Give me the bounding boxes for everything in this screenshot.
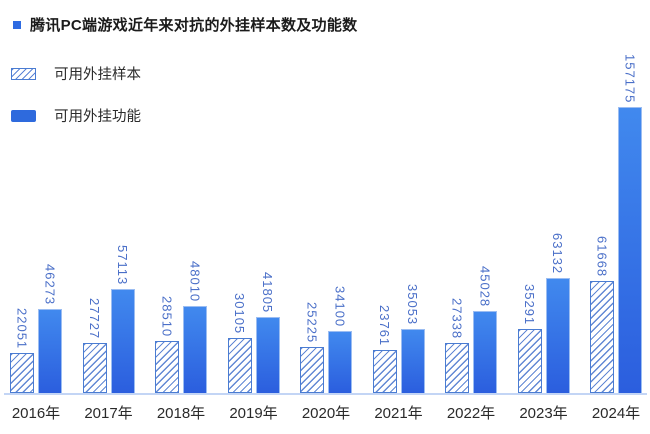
bar-hatched-2024: 61668 bbox=[590, 236, 614, 393]
bar-solid-2016: 46273 bbox=[38, 264, 62, 393]
value-label: 34100 bbox=[332, 285, 348, 327]
legend-item-samples: 可用外挂样本 bbox=[11, 63, 141, 84]
value-label: 63132 bbox=[550, 232, 565, 274]
legend-label-functions: 可用外挂功能 bbox=[54, 109, 141, 125]
value-label: 28510 bbox=[159, 295, 175, 337]
bar-hatched-2022: 27338 bbox=[445, 298, 469, 393]
x-axis-label: 2017年 bbox=[84, 405, 133, 422]
bar-solid-2021: 35053 bbox=[400, 284, 425, 393]
chart-title: 腾讯PC端游戏近年来对抗的外挂样本数及功能数 bbox=[30, 17, 358, 34]
bar-group-2023: 35291 63132 2023年 bbox=[517, 233, 570, 422]
bar-hatched-2020: 25225 bbox=[300, 302, 324, 393]
value-label: 41805 bbox=[260, 271, 275, 313]
bar-hatched-2018: 28510 bbox=[155, 296, 179, 393]
value-label: 27338 bbox=[449, 297, 465, 339]
value-label: 61668 bbox=[594, 235, 610, 277]
value-label: 48010 bbox=[187, 260, 203, 302]
bar-group-2016: 22051 46273 2016年 bbox=[10, 264, 62, 422]
bar-group-2019: 30105 41805 2019年 bbox=[227, 272, 280, 422]
bar-solid-2024: 157175 bbox=[618, 54, 642, 393]
bar-hatched-2023: 35291 bbox=[517, 284, 542, 393]
bar-solid-2018: 48010 bbox=[183, 261, 207, 393]
legend-item-functions: 可用外挂功能 bbox=[11, 105, 141, 126]
bar-group-2022: 27338 45028 2022年 bbox=[445, 266, 497, 422]
value-label: 35053 bbox=[405, 283, 420, 325]
x-axis-label: 2019年 bbox=[229, 405, 278, 422]
legend-swatch-hatched-icon bbox=[11, 67, 36, 80]
bar-hatched-2019: 30105 bbox=[227, 293, 252, 393]
value-label: 157175 bbox=[622, 53, 638, 103]
bar-solid-2017: 57113 bbox=[110, 245, 135, 393]
value-label: 46273 bbox=[42, 263, 58, 305]
title-bullet-icon bbox=[13, 20, 21, 29]
x-axis-label: 2022年 bbox=[446, 405, 496, 422]
value-label: 22051 bbox=[14, 307, 30, 349]
bar-hatched-2016: 22051 bbox=[10, 308, 34, 393]
value-label: 27727 bbox=[87, 297, 102, 339]
value-label: 45028 bbox=[477, 265, 493, 307]
x-axis-label: 2018年 bbox=[156, 405, 206, 422]
bar-group-2018: 28510 48010 2018年 bbox=[155, 261, 207, 422]
bar-solid-2022: 45028 bbox=[473, 266, 497, 393]
bar-hatched-2017: 27727 bbox=[82, 298, 107, 393]
x-axis-line bbox=[4, 393, 647, 395]
chart-title-row: 腾讯PC端游戏近年来对抗的外挂样本数及功能数 bbox=[13, 14, 357, 35]
x-axis-label: 2016年 bbox=[11, 405, 61, 422]
legend-label-samples: 可用外挂样本 bbox=[54, 67, 141, 83]
value-label: 30105 bbox=[232, 292, 247, 334]
x-axis-label: 2023年 bbox=[519, 405, 568, 422]
bar-hatched-2021: 23761 bbox=[372, 305, 397, 393]
bar-chart: 22051 46273 2016年 27727 57113 2017年 28510 48010… bbox=[10, 54, 642, 422]
bar-group-2021: 23761 35053 2021年 bbox=[372, 284, 425, 422]
x-axis-label: 2021年 bbox=[374, 405, 423, 422]
bar-solid-2020: 34100 bbox=[328, 286, 352, 393]
legend-swatch-solid-icon bbox=[11, 109, 36, 122]
value-label: 57113 bbox=[115, 244, 130, 285]
bar-group-2017: 27727 57113 2017年 bbox=[82, 245, 135, 422]
value-label: 25225 bbox=[304, 301, 320, 343]
bar-group-2020: 25225 34100 2020年 bbox=[300, 286, 352, 422]
bar-group-2024: 61668 157175 2024年 bbox=[590, 54, 642, 422]
bar-solid-2023: 63132 bbox=[545, 233, 570, 393]
value-label: 23761 bbox=[377, 304, 392, 346]
bar-solid-2019: 41805 bbox=[255, 272, 280, 393]
value-label: 35291 bbox=[522, 283, 537, 325]
x-axis-label: 2020年 bbox=[301, 405, 351, 422]
x-axis-label: 2024年 bbox=[591, 405, 641, 422]
